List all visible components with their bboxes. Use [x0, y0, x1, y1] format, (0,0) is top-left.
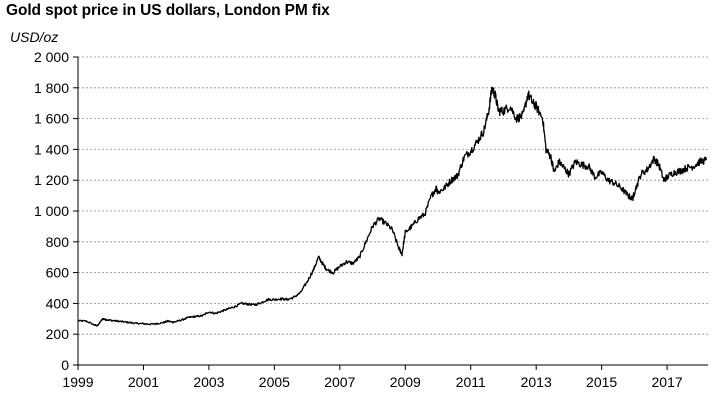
x-tick-label: 2007 — [324, 374, 355, 390]
x-tick-label: 2001 — [128, 374, 159, 390]
y-tick-label: 600 — [46, 265, 70, 281]
y-axis-unit-label: USD/oz — [10, 29, 59, 45]
y-tick-label: 2 000 — [34, 49, 69, 65]
axes — [77, 57, 708, 366]
x-tick-label: 2011 — [456, 374, 486, 390]
y-tick-label: 800 — [46, 234, 70, 250]
y-tick-label: 1 400 — [34, 141, 69, 157]
y-tick-label: 1 600 — [34, 111, 69, 127]
gridlines — [78, 56, 708, 335]
x-tick-label: 2009 — [390, 374, 421, 390]
x-axis-tick-labels: 1999 2001 2003 2005 2007 2009 2011 2013 2015 2017 — [62, 365, 683, 390]
x-tick-label: 2005 — [259, 374, 290, 390]
y-tick-label: 400 — [46, 295, 70, 311]
x-tick-label: 1999 — [62, 374, 93, 390]
y-tick-label: 1 000 — [34, 203, 69, 219]
y-tick-label: 0 — [61, 357, 69, 373]
x-tick-label: 2017 — [652, 374, 683, 390]
series-group — [77, 86, 707, 327]
y-tick-label: 1 200 — [34, 172, 69, 188]
x-tick-label: 2003 — [193, 374, 224, 390]
x-tick-label: 2013 — [521, 374, 552, 390]
y-tick-label: 200 — [46, 326, 70, 342]
series-line-gold-price — [77, 86, 707, 327]
chart-title: Gold spot price in US dollars, London PM… — [6, 2, 330, 19]
x-tick-label: 2015 — [586, 374, 617, 390]
y-axis-tick-labels: 0 200 400 600 800 1 000 1 200 1 400 1 600 1 800 2 … — [34, 49, 78, 373]
y-tick-label: 1 800 — [34, 80, 69, 96]
